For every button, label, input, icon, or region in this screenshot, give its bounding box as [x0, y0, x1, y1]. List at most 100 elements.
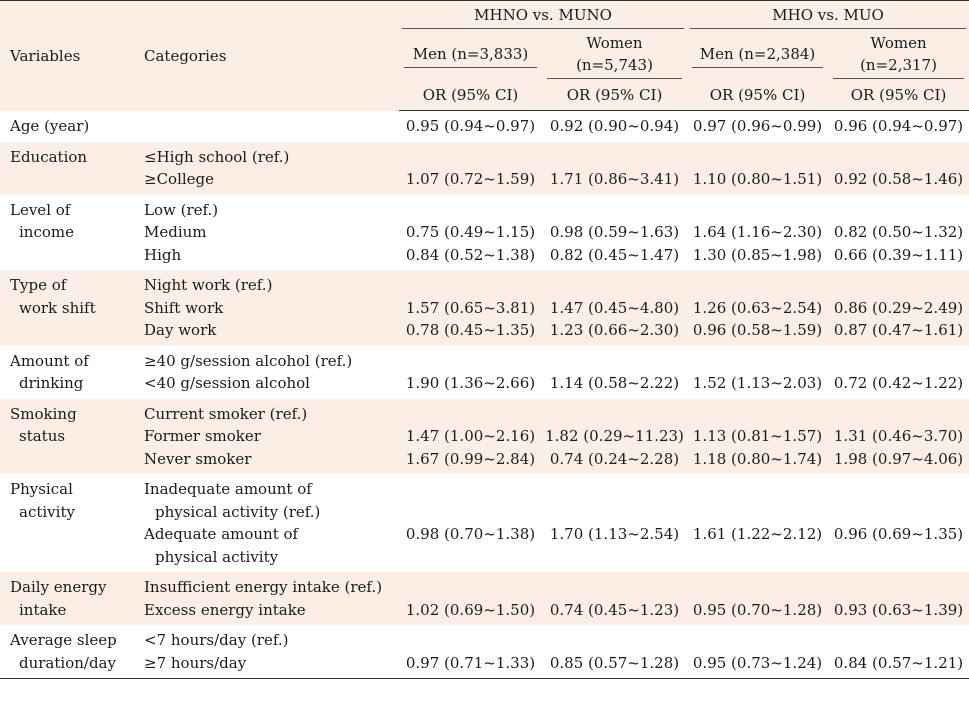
- or-value: [542, 546, 687, 569]
- or-value: 1.61 (1.22~2.12): [692, 525, 823, 543]
- category-label: Former smoker: [144, 427, 261, 445]
- group1-label: MHNO vs. MUNO: [402, 4, 685, 29]
- variable-label: income: [19, 223, 74, 241]
- category-label: <7 hours/day (ref.): [144, 631, 289, 649]
- or-value: 0.85 (0.57~1.28): [549, 653, 680, 672]
- variable-cell: Physical activity: [0, 474, 144, 572]
- or-value: [542, 350, 687, 373]
- or-value: [687, 478, 828, 501]
- or-value-cell: 1.90 (1.36~2.66): [399, 346, 542, 399]
- variable-label: drinking: [19, 374, 84, 392]
- or-value: [687, 546, 828, 569]
- category-label: Adequate amount of: [144, 525, 299, 543]
- variable-label: activity: [19, 502, 75, 521]
- category-label: ≥7 hours/day: [144, 653, 247, 672]
- or-value: [542, 478, 687, 501]
- or-value-cell: 0.92 (0.90~0.94): [542, 111, 687, 142]
- header-row-subgroups: Men (n=3,833) Women (n=5,743) Men (n=2,3…: [0, 32, 969, 79]
- or-value: 1.10 (0.80~1.51): [692, 170, 823, 188]
- or-value: 0.92 (0.58~1.46): [833, 170, 964, 188]
- or-value: 0.95 (0.70~1.28): [692, 600, 823, 619]
- variable-label: Daily energy: [10, 578, 107, 596]
- category-label: Insufficient energy intake (ref.): [144, 578, 383, 596]
- or-value-cell: 0.95 (0.94~0.97): [399, 111, 542, 142]
- or-value: 0.78 (0.45~1.35): [405, 321, 536, 339]
- or-value: [828, 576, 969, 599]
- variable-cell: Daily energy intake: [0, 572, 144, 625]
- or-value: 0.74 (0.24~2.28): [549, 449, 680, 468]
- header-or-ci: OR (95% CI): [542, 79, 688, 111]
- category-cell: Low (ref.) Medium High: [144, 195, 399, 271]
- category-label: Shift work: [144, 298, 224, 317]
- or-value: 1.67 (0.99~2.84): [405, 449, 536, 468]
- table-row: Daily energy intake Insufficient energy in…: [0, 572, 969, 625]
- category-label: High: [144, 245, 182, 264]
- category-cell: Inadequate amount of physical activity (r…: [144, 474, 399, 572]
- or-value: [399, 199, 542, 222]
- header-subgroup: Men (n=2,384): [687, 32, 829, 79]
- or-value: 0.92 (0.90~0.94): [549, 117, 680, 135]
- or-value-cell: 1.52 (1.13~2.03): [687, 346, 828, 399]
- or-value-cell: 1.31 (0.46~3.70) 1.98 (0.97~4.06): [828, 398, 969, 474]
- subgroup-label: Women (n=2,317): [833, 32, 965, 79]
- or-value: 0.96 (0.69~1.35): [833, 525, 964, 543]
- or-value-cell: 1.70 (1.13~2.54): [542, 474, 687, 572]
- or-value-cell: 1.71 (0.86~3.41): [542, 141, 688, 195]
- or-value: 0.96 (0.94~0.97): [833, 117, 964, 135]
- or-value: 1.18 (0.80~1.74): [692, 449, 823, 468]
- or-value-cell: 1.07 (0.72~1.59): [399, 141, 542, 195]
- or-value: 0.97 (0.71~1.33): [405, 653, 536, 672]
- variable-label: Average sleep: [10, 631, 117, 649]
- table-row: Smoking status Current smoker (ref.) Former…: [0, 398, 969, 474]
- variable-label: Education: [10, 147, 88, 166]
- category-label: <40 g/session alcohol: [144, 374, 310, 392]
- category-cell: <7 hours/day (ref.) ≥7 hours/day: [144, 625, 399, 679]
- or-value-cell: 0.95 (0.70~1.28): [687, 572, 829, 625]
- category-label: Night work (ref.): [144, 276, 273, 294]
- or-value-cell: 1.57 (0.65~3.81) 0.78 (0.45~1.35): [399, 270, 542, 346]
- or-value-cell: 1.02 (0.69~1.50): [399, 572, 542, 625]
- variable-label: Smoking: [10, 404, 77, 423]
- or-value: [828, 478, 969, 501]
- header-or-ci: OR (95% CI): [687, 79, 829, 111]
- or-value: 0.82 (0.45~1.47): [549, 245, 680, 264]
- variable-label: work shift: [19, 298, 96, 317]
- or-value-cell: 1.14 (0.58~2.22): [542, 346, 687, 399]
- variable-cell: Level of income: [0, 195, 144, 271]
- or-value: 0.96 (0.58~1.59): [692, 321, 823, 339]
- or-value-cell: 0.82 (0.50~1.32) 0.66 (0.39~1.11): [828, 195, 969, 271]
- or-value: [828, 501, 969, 524]
- or-value: [687, 274, 828, 297]
- category-cell: Night work (ref.) Shift work Day work: [144, 270, 399, 346]
- or-value: [542, 274, 687, 297]
- category-label: ≥40 g/session alcohol (ref.): [144, 351, 353, 370]
- variable-label: status: [19, 427, 66, 445]
- or-value: [399, 478, 542, 501]
- or-value-cell: 0.85 (0.57~1.28): [542, 625, 687, 679]
- or-value: [828, 146, 969, 169]
- or-value: [399, 546, 542, 569]
- or-value: 0.98 (0.59~1.63): [549, 223, 680, 241]
- or-value: 1.02 (0.69~1.50): [405, 600, 536, 619]
- or-value: 0.98 (0.70~1.38): [405, 525, 536, 543]
- or-value: 0.74 (0.45~1.23): [549, 600, 680, 619]
- or-value-cell: 1.64 (1.16~2.30) 1.30 (0.85~1.98): [687, 195, 828, 271]
- category-label: ≥College: [144, 170, 215, 188]
- or-value: [687, 576, 828, 599]
- or-value: [399, 501, 542, 524]
- or-value: 1.64 (1.16~2.30): [692, 223, 823, 241]
- category-label: Low (ref.): [144, 200, 219, 219]
- variable-label: Type of: [10, 276, 67, 294]
- or-value: [687, 403, 828, 426]
- table-row: Education ≤High school (ref.) ≥College 1.07…: [0, 141, 969, 195]
- or-value: 0.84 (0.57~1.21): [833, 653, 964, 672]
- or-value: [542, 576, 687, 599]
- or-value: [399, 146, 542, 169]
- category-cell: ≥40 g/session alcohol (ref.) <40 g/sessio…: [144, 346, 399, 399]
- header-row-or: OR (95% CI) OR (95% CI) OR (95% CI) OR (…: [0, 79, 969, 111]
- group2-label: MHO vs. MUO: [690, 4, 967, 29]
- or-value: 1.47 (0.45~4.80): [549, 298, 680, 317]
- or-value: 0.75 (0.49~1.15): [405, 223, 536, 241]
- variable-cell: Smoking status: [0, 398, 144, 474]
